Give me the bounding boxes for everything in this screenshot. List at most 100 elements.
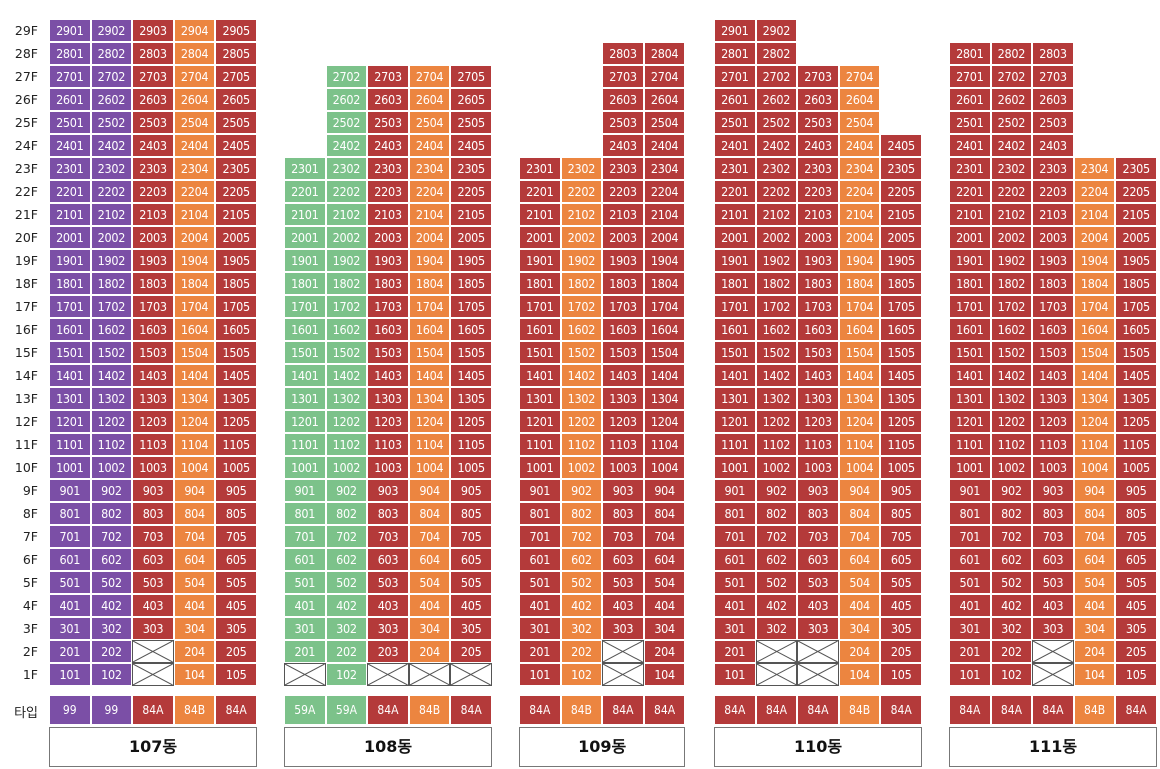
- unit-cell[interactable]: 1902: [90, 249, 133, 272]
- unit-cell[interactable]: 2001: [714, 226, 756, 249]
- unit-cell[interactable]: 2402: [90, 134, 133, 157]
- unit-cell[interactable]: 403: [132, 594, 174, 617]
- unit-cell[interactable]: 1902: [560, 249, 603, 272]
- unit-cell[interactable]: 2304: [838, 157, 881, 180]
- unit-cell[interactable]: 1604: [643, 318, 686, 341]
- unit-cell[interactable]: 1503: [132, 341, 174, 364]
- unit-cell[interactable]: 1901: [949, 249, 991, 272]
- unit-cell[interactable]: 2302: [560, 157, 603, 180]
- unit-cell[interactable]: 1401: [714, 364, 756, 387]
- unit-cell[interactable]: 1102: [755, 433, 798, 456]
- unit-cell[interactable]: 502: [990, 571, 1033, 594]
- unit-cell[interactable]: 1303: [367, 387, 409, 410]
- unit-cell[interactable]: 1505: [215, 341, 257, 364]
- unit-cell[interactable]: 403: [367, 594, 409, 617]
- unit-cell[interactable]: 1002: [990, 456, 1033, 479]
- unit-cell[interactable]: 503: [797, 571, 839, 594]
- unit-cell[interactable]: 1903: [367, 249, 409, 272]
- unit-cell[interactable]: 1905: [1115, 249, 1157, 272]
- unit-cell[interactable]: 801: [519, 502, 561, 525]
- unit-cell[interactable]: 2001: [949, 226, 991, 249]
- unit-cell[interactable]: 2502: [990, 111, 1033, 134]
- unit-cell[interactable]: 704: [838, 525, 881, 548]
- unit-cell[interactable]: 1304: [643, 387, 686, 410]
- unit-cell[interactable]: 1105: [880, 433, 922, 456]
- unit-cell[interactable]: 104: [1073, 663, 1116, 686]
- unit-cell[interactable]: 305: [1115, 617, 1157, 640]
- unit-cell[interactable]: 904: [643, 479, 686, 502]
- unit-cell[interactable]: 903: [797, 479, 839, 502]
- unit-cell[interactable]: 204: [408, 640, 451, 663]
- unit-cell[interactable]: 2603: [1032, 88, 1074, 111]
- unit-cell[interactable]: 1904: [838, 249, 881, 272]
- unit-cell[interactable]: 2004: [643, 226, 686, 249]
- unit-cell[interactable]: 1701: [284, 295, 326, 318]
- unit-cell[interactable]: 2601: [949, 88, 991, 111]
- unit-cell[interactable]: 1302: [90, 387, 133, 410]
- unit-cell[interactable]: 2301: [519, 157, 561, 180]
- unit-cell[interactable]: 1205: [880, 410, 922, 433]
- unit-cell[interactable]: 2905: [215, 19, 257, 42]
- unit-cell[interactable]: 2604: [838, 88, 881, 111]
- unit-cell[interactable]: 2301: [284, 157, 326, 180]
- unit-cell[interactable]: 2704: [173, 65, 216, 88]
- unit-cell[interactable]: 2803: [602, 42, 644, 65]
- unit-cell[interactable]: 703: [797, 525, 839, 548]
- unit-cell[interactable]: 1804: [1073, 272, 1116, 295]
- unit-cell[interactable]: 2501: [949, 111, 991, 134]
- unit-cell[interactable]: 1004: [838, 456, 881, 479]
- unit-cell[interactable]: 2503: [132, 111, 174, 134]
- unit-cell[interactable]: 2003: [797, 226, 839, 249]
- unit-cell[interactable]: 105: [215, 663, 257, 686]
- unit-cell[interactable]: 1903: [1032, 249, 1074, 272]
- unit-cell[interactable]: 1501: [714, 341, 756, 364]
- unit-cell[interactable]: 505: [450, 571, 492, 594]
- unit-cell[interactable]: 902: [560, 479, 603, 502]
- unit-cell[interactable]: 2902: [90, 19, 133, 42]
- unit-cell[interactable]: 1002: [90, 456, 133, 479]
- unit-cell[interactable]: 201: [284, 640, 326, 663]
- unit-cell[interactable]: 2503: [367, 111, 409, 134]
- unit-cell[interactable]: 1902: [990, 249, 1033, 272]
- unit-cell[interactable]: 1502: [755, 341, 798, 364]
- unit-cell[interactable]: 901: [49, 479, 91, 502]
- unit-cell[interactable]: 1203: [602, 410, 644, 433]
- unit-cell[interactable]: 1503: [602, 341, 644, 364]
- unit-cell[interactable]: 1004: [1073, 456, 1116, 479]
- unit-cell[interactable]: 1304: [1073, 387, 1116, 410]
- unit-cell[interactable]: 1402: [560, 364, 603, 387]
- unit-cell[interactable]: 304: [1073, 617, 1116, 640]
- unit-cell[interactable]: 2405: [880, 134, 922, 157]
- unit-cell[interactable]: 2405: [450, 134, 492, 157]
- unit-cell[interactable]: 2404: [408, 134, 451, 157]
- unit-cell[interactable]: 2401: [49, 134, 91, 157]
- unit-cell[interactable]: 2602: [90, 88, 133, 111]
- unit-cell[interactable]: 502: [325, 571, 368, 594]
- unit-cell[interactable]: 1503: [1032, 341, 1074, 364]
- unit-cell[interactable]: 1601: [714, 318, 756, 341]
- unit-cell[interactable]: 1105: [450, 433, 492, 456]
- unit-cell[interactable]: 701: [949, 525, 991, 548]
- unit-cell[interactable]: 902: [755, 479, 798, 502]
- unit-cell[interactable]: 1305: [880, 387, 922, 410]
- unit-cell[interactable]: 1805: [880, 272, 922, 295]
- unit-cell[interactable]: 2201: [714, 180, 756, 203]
- unit-cell[interactable]: 1202: [325, 410, 368, 433]
- unit-cell[interactable]: 2305: [880, 157, 922, 180]
- unit-cell[interactable]: 2604: [643, 88, 686, 111]
- unit-cell[interactable]: 1102: [325, 433, 368, 456]
- unit-cell[interactable]: 1404: [173, 364, 216, 387]
- unit-cell[interactable]: 804: [838, 502, 881, 525]
- unit-cell[interactable]: 1802: [755, 272, 798, 295]
- unit-cell[interactable]: 1701: [949, 295, 991, 318]
- unit-cell[interactable]: 403: [602, 594, 644, 617]
- unit-cell[interactable]: 1401: [949, 364, 991, 387]
- unit-cell[interactable]: 901: [519, 479, 561, 502]
- unit-cell[interactable]: 2302: [990, 157, 1033, 180]
- unit-cell[interactable]: 1202: [755, 410, 798, 433]
- unit-cell[interactable]: 1405: [450, 364, 492, 387]
- unit-cell[interactable]: 1102: [90, 433, 133, 456]
- unit-cell[interactable]: 604: [838, 548, 881, 571]
- unit-cell[interactable]: 405: [880, 594, 922, 617]
- unit-cell[interactable]: 1603: [602, 318, 644, 341]
